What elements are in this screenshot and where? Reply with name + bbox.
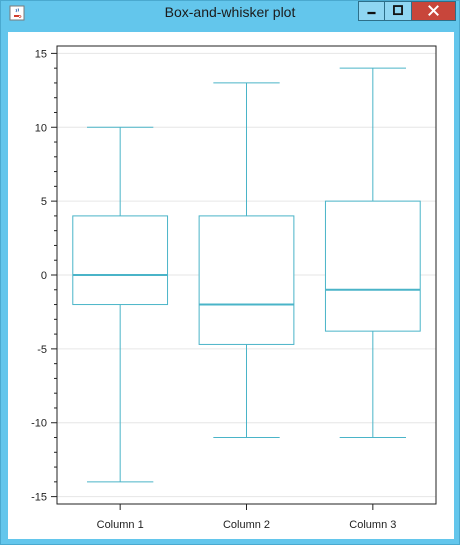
- x-category-label: Column 1: [97, 519, 144, 531]
- minimize-button[interactable]: [358, 1, 385, 21]
- chart-panel: -15 -10 -5 0 5 10 15 Column 1 Column 2 Column 3: [8, 32, 454, 539]
- y-tick-label: -15: [31, 492, 47, 504]
- iqr-box: [198, 215, 295, 345]
- java-cup-icon: [9, 5, 25, 21]
- x-category-label: Column 3: [349, 519, 396, 531]
- y-tick-label: -10: [31, 418, 47, 430]
- y-tick-label: 10: [35, 122, 47, 134]
- box-plot-chart: -15 -10 -5 0 5 10 15 Column 1 Column 2 Column 3: [31, 45, 437, 531]
- axis-labels: -15 -10 -5 0 5 10 15 Column 1 Column 2 Column 3: [31, 48, 396, 531]
- maximize-button[interactable]: [385, 1, 412, 21]
- title-bar[interactable]: Box-and-whisker plot: [1, 1, 459, 25]
- box-plot-item: [72, 126, 169, 483]
- y-tick-label: -5: [37, 344, 47, 356]
- y-tick-label: 15: [35, 48, 47, 60]
- axes: [51, 45, 437, 510]
- y-tick-label: 0: [41, 270, 47, 282]
- box-plot-item: [198, 82, 295, 439]
- close-button[interactable]: [412, 1, 456, 21]
- x-category-label: Column 2: [223, 519, 270, 531]
- iqr-box: [324, 200, 421, 332]
- iqr-box: [72, 215, 169, 306]
- close-icon: [428, 5, 439, 17]
- box-series: [72, 67, 421, 483]
- maximize-icon: [393, 5, 403, 16]
- y-tick-label: 5: [41, 196, 47, 208]
- minimize-icon: [367, 11, 376, 15]
- box-plot-item: [324, 67, 421, 439]
